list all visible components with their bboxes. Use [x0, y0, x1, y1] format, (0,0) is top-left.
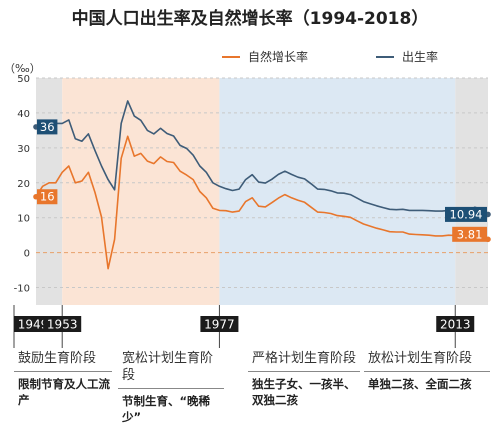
year-marker-label: 1949	[18, 318, 49, 332]
phase-band-4	[455, 78, 488, 305]
y-tick-label: 50	[17, 74, 30, 85]
value-label: 16	[37, 189, 58, 205]
y-unit-label: （‰）	[4, 62, 41, 75]
phase-backgrounds	[36, 78, 488, 305]
phase-divider	[248, 371, 360, 372]
phase-band-2	[62, 78, 220, 305]
phase-panel: 严格计划生育阶段独生子女、一孩半、双独二孩	[248, 348, 360, 435]
value-label-box	[445, 206, 487, 222]
value-label: 3.81	[452, 226, 487, 242]
phase-policy: 单独二孩、全面二孩	[368, 377, 472, 391]
y-tick-label: -10	[14, 284, 30, 295]
phase-band-3	[219, 78, 456, 305]
year-marker-box	[200, 316, 239, 332]
value-label-text: 10.94	[450, 207, 483, 221]
value-label-box	[37, 189, 58, 205]
value-label-text: 36	[40, 120, 55, 134]
y-tick-label: 30	[17, 144, 30, 155]
phase-panel: 宽松计划生育阶段 节制生育、“晚稀少”	[118, 348, 224, 435]
year-marker-box	[14, 316, 52, 332]
phase-panel: 鼓励生育阶段限制节育及人工流产	[14, 348, 112, 435]
value-label: 36	[37, 119, 58, 135]
year-marker-label: 2013	[440, 318, 471, 332]
legend-label: 出生率	[402, 49, 438, 64]
year-marker-box	[436, 316, 475, 332]
phase-policy: 节制生育、“晚稀少”	[122, 394, 211, 424]
series-line-1	[35, 135, 489, 270]
grid	[36, 77, 488, 289]
y-tick-label: 20	[17, 179, 30, 190]
year-marker-label: 1953	[47, 318, 78, 332]
chart-title: 中国人口出生率及自然增长率（1994-2018）	[72, 8, 429, 29]
phase-policy: 独生子女、一孩半、双独二孩	[252, 377, 356, 407]
legend: 自然增长率 出生率	[222, 49, 438, 64]
phase-panel: 放松计划生育阶段 单独二孩、全面二孩	[364, 348, 490, 435]
y-axis-ticks: -10 0 10 20 30 40 50	[14, 74, 30, 295]
y-tick-label: 10	[17, 214, 30, 225]
phase-divider	[14, 371, 112, 372]
phase-divider	[118, 388, 224, 389]
value-label-box	[37, 119, 58, 135]
year-marker-label: 1977	[204, 318, 235, 332]
value-label: 10.94	[445, 206, 487, 222]
phase-policy: 限制节育及人工流产	[18, 377, 110, 407]
series-line-2	[35, 100, 489, 216]
legend-label: 自然增长率	[248, 49, 308, 64]
year-marker-box	[43, 316, 82, 332]
phase-name: 放松计划生育阶段	[368, 351, 473, 366]
phase-name: 鼓励生育阶段	[18, 351, 97, 366]
value-label-text: 16	[40, 190, 55, 204]
y-tick-label: 40	[17, 109, 30, 120]
y-tick-label: 0	[24, 249, 30, 260]
value-labels: 36 16 10.94 3.81	[37, 119, 487, 242]
phase-divider	[364, 371, 490, 372]
value-label-box	[452, 226, 487, 242]
value-label-text: 3.81	[457, 227, 483, 241]
phase-name: 严格计划生育阶段	[252, 351, 357, 366]
phase-name: 宽松计划生育阶段	[122, 351, 214, 383]
